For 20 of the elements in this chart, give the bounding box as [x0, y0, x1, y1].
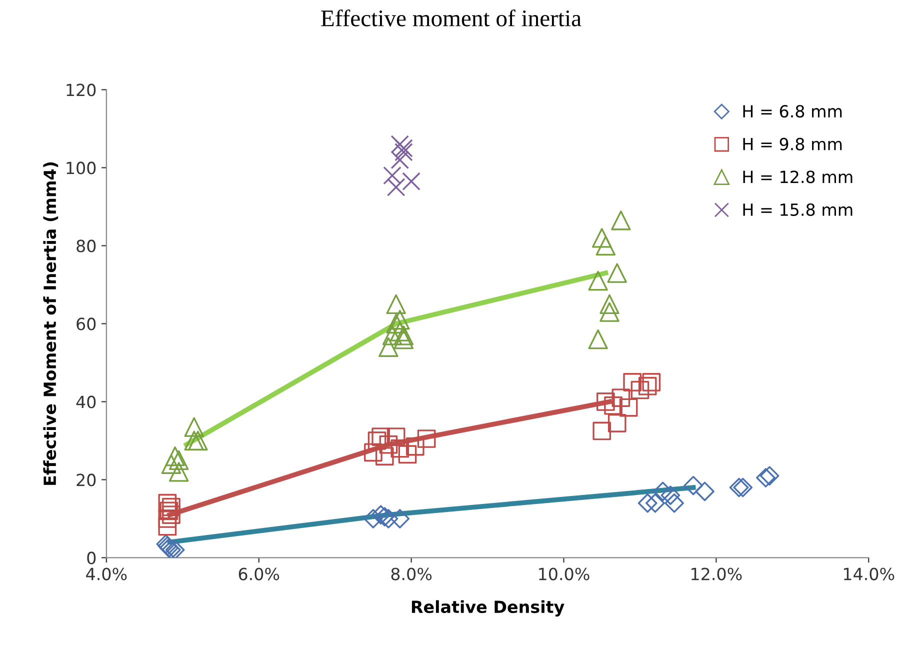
x-tick-label: 12.0% [692, 568, 742, 580]
legend-label: H = 12.8 mm [743, 170, 852, 184]
y-tick-label: 40 [76, 396, 96, 408]
y-tick-label: 100 [66, 162, 96, 174]
x-tick-label: 4.0% [86, 568, 127, 580]
x-tick-label: 10.0% [539, 568, 590, 580]
y-tick-label: 0 [87, 552, 96, 564]
x-tick-label: 8.0% [391, 568, 432, 580]
x-tick-label: 6.0% [238, 568, 280, 580]
legend-label: H = 15.8 mm [743, 203, 852, 216]
chart-title: Effective moment of inertia [321, 10, 582, 26]
y-tick-label: 60 [76, 318, 96, 330]
y-tick-label: 80 [76, 240, 96, 252]
y-tick-label: 20 [76, 474, 96, 486]
legend-label: H = 9.8 mm [743, 138, 842, 150]
y-axis-title: Effective Moment of Inertia (mm4) [43, 162, 58, 485]
x-axis-title: Relative Density [412, 600, 564, 616]
y-tick-label: 120 [66, 84, 96, 96]
legend-label: H = 6.8 mm [743, 104, 842, 118]
x-tick-label: 14.0% [844, 568, 894, 580]
